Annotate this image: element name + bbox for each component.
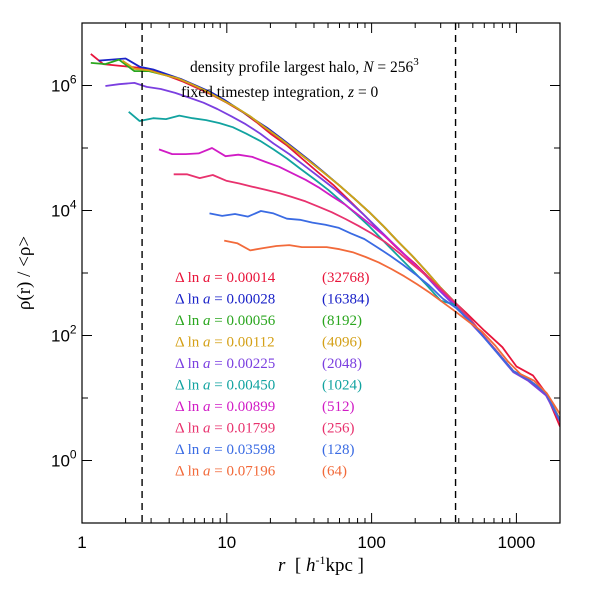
y-tick-label: 100 [51, 448, 77, 471]
x-axis-title: r [ h-1kpc ] [278, 553, 364, 576]
legend-entry: Δ ln a = 0.07196 (64) [175, 464, 347, 480]
x-tick-label: 1 [77, 533, 86, 552]
y-tick-label: 104 [51, 198, 77, 221]
legend-entry: Δ ln a = 0.00450 (1024) [175, 378, 362, 394]
annotation-subtitle: fixed timestep integration, z = 0 [181, 84, 379, 101]
x-tick-labels: 1 10 100 1000 [77, 533, 535, 552]
axis-ticks [81, 22, 561, 524]
legend-entry: Δ ln a = 0.01799 (256) [175, 421, 355, 437]
x-tick-label: 100 [357, 533, 385, 552]
legend-entry: Δ ln a = 0.00014 (32768) [175, 270, 370, 286]
annotation-title: density profile largest halo, N = 2563 [190, 56, 419, 76]
legend-entry: Δ ln a = 0.00225 (2048) [175, 356, 362, 372]
plot-area [81, 22, 561, 524]
y-axis-title: ρ(r) / <ρ> [14, 236, 35, 310]
series-line-0.07196 [224, 239, 560, 415]
legend-entry: Δ ln a = 0.00028 (16384) [175, 292, 370, 308]
series-line-0.00450 [128, 111, 560, 422]
legend-entry: Δ ln a = 0.00112 (4096) [175, 335, 362, 351]
y-tick-labels: 100 102 104 106 [51, 73, 77, 471]
y-tick-label: 106 [51, 73, 77, 96]
legend-entry: Δ ln a = 0.00056 (8192) [175, 313, 362, 329]
annotations: density profile largest halo, N = 2563 f… [181, 56, 419, 101]
y-tick-label: 102 [51, 323, 77, 346]
legend-entry: Δ ln a = 0.03598 (128) [175, 442, 355, 458]
series-lines [90, 53, 560, 427]
legend: Δ ln a = 0.00014 (32768) Δ ln a = 0.00028(… [175, 270, 370, 480]
series-line-0.03598 [209, 210, 560, 422]
x-tick-label: 1000 [497, 533, 535, 552]
x-tick-label: 10 [217, 533, 236, 552]
legend-entry: Δ ln a = 0.00899 (512) [175, 399, 355, 415]
